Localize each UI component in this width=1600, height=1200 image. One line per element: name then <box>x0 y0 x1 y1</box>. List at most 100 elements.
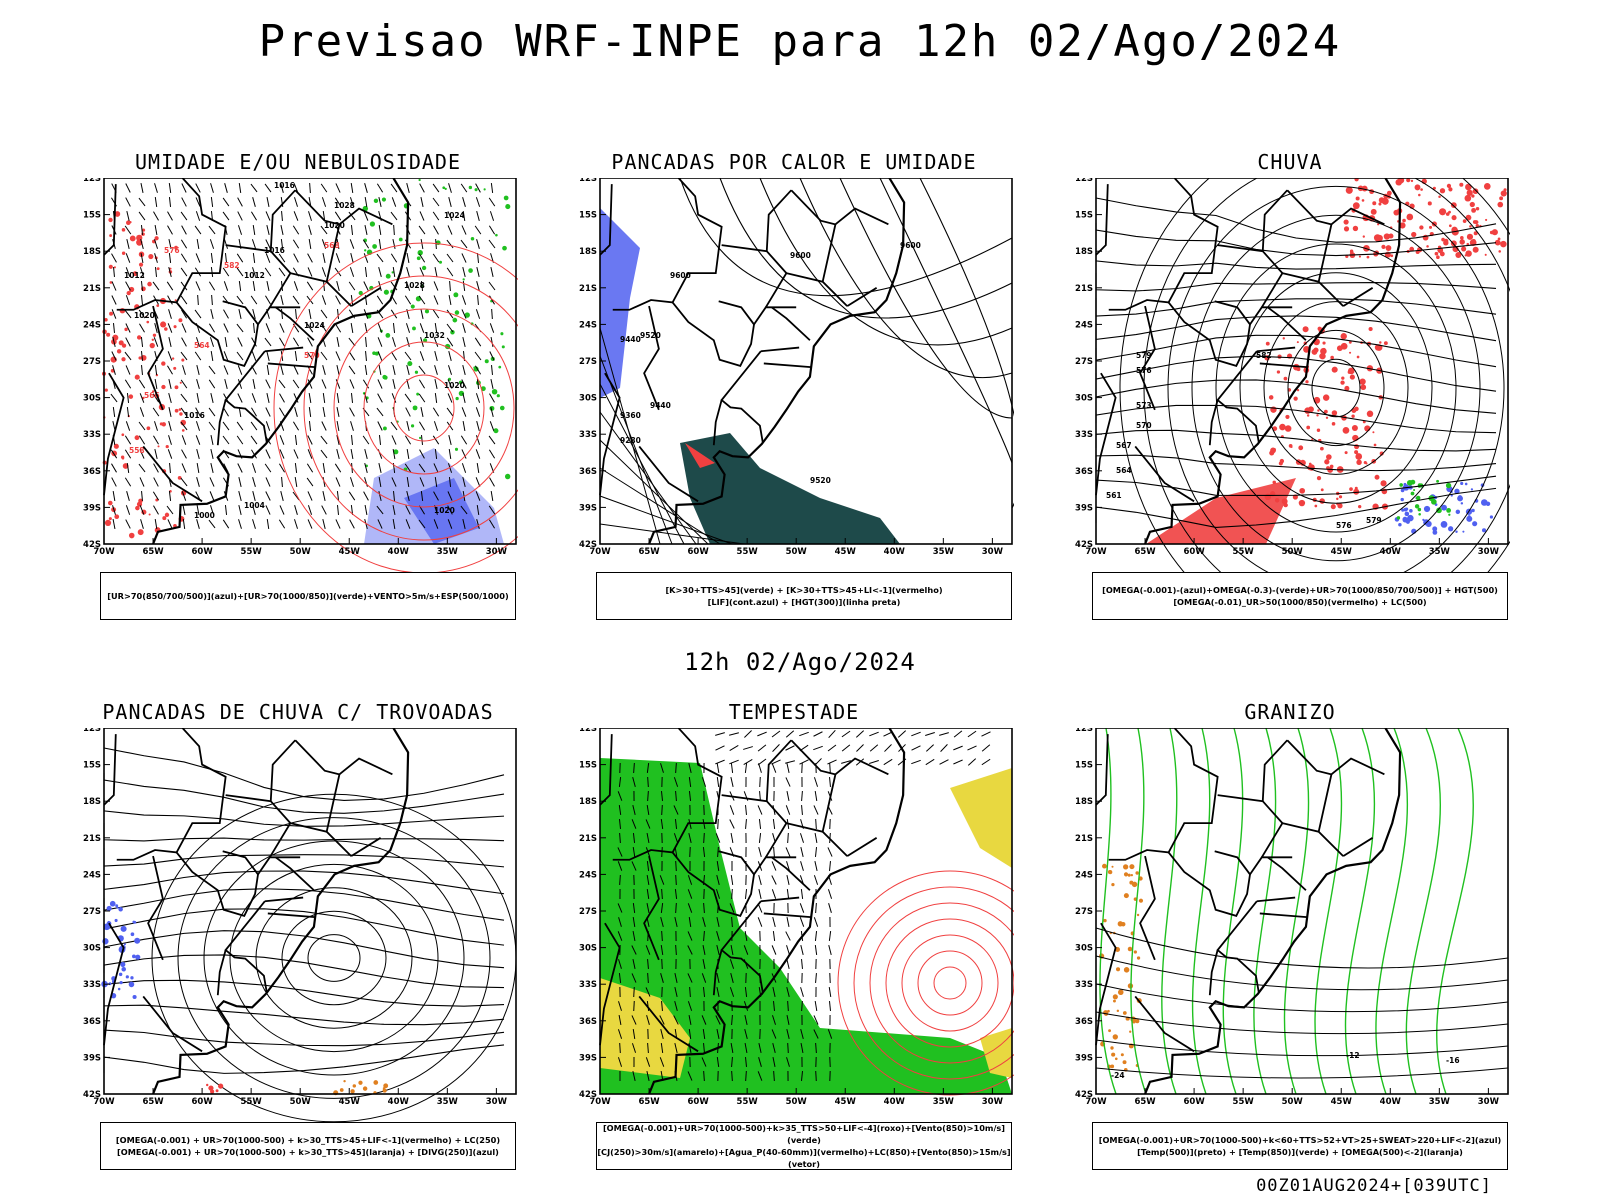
wind-vector <box>785 777 791 787</box>
omega-blue <box>1409 509 1413 513</box>
wind-vector <box>154 224 158 236</box>
wind-vector <box>335 253 341 263</box>
wind-vector <box>390 421 398 431</box>
wind-vector <box>827 759 837 765</box>
green-contour <box>498 365 502 369</box>
wind-vector <box>222 267 230 277</box>
red-contour <box>147 281 152 287</box>
wind-vector <box>489 211 495 221</box>
wind-vector <box>335 295 341 305</box>
wind-vector <box>321 267 327 277</box>
wind-vector <box>139 393 145 403</box>
wind-vector <box>251 239 257 249</box>
hgt300-contour <box>599 355 673 545</box>
omega-blue <box>1403 482 1407 486</box>
wind-vector <box>446 239 454 249</box>
rain-red <box>1475 223 1479 228</box>
rain-red <box>1279 423 1286 431</box>
wind-vector <box>280 183 284 193</box>
wind-vector <box>194 309 202 319</box>
wind-vector <box>336 490 340 502</box>
red-contour <box>146 426 151 431</box>
red-contour <box>120 340 123 343</box>
lon-tick-label: 55W <box>1233 1097 1255 1107</box>
wind-vector <box>490 336 494 348</box>
rain-red <box>1393 209 1400 216</box>
omega500-orange <box>1136 913 1140 917</box>
wind-vector <box>378 476 382 488</box>
wind-vector <box>758 1043 762 1053</box>
wind-vector <box>745 804 747 816</box>
green-contour <box>391 271 394 274</box>
wind-vector <box>153 211 159 221</box>
wind-vector <box>981 731 991 737</box>
wind-vector <box>252 267 256 277</box>
wind-vector <box>196 449 200 459</box>
omega-green <box>1448 513 1451 516</box>
wind-vector <box>364 463 368 473</box>
wind-vector <box>377 337 383 347</box>
wind-vector <box>674 818 678 830</box>
wind-vector <box>266 518 270 530</box>
wind-vector <box>475 393 481 403</box>
wind-vector <box>167 211 173 221</box>
lat-tick-label: 27S <box>83 357 101 367</box>
border-line <box>224 350 268 443</box>
wind-vector <box>180 379 188 389</box>
wind-vector <box>405 281 411 291</box>
green-contour <box>418 436 422 440</box>
legend-box: [OMEGA(-0.001)+UR>70(1000-500)+k<60+TTS>… <box>1092 1122 1508 1170</box>
wind-vector <box>392 379 396 389</box>
wind-vector <box>336 449 340 459</box>
rain-red <box>1483 183 1491 190</box>
wind-vector <box>308 238 312 250</box>
rain-red <box>1349 374 1355 380</box>
divg-blue <box>120 961 126 968</box>
wind-vector <box>349 267 355 277</box>
thickness-contour <box>363 341 485 475</box>
wind-vector <box>462 519 466 529</box>
lat-tick-label: 33S <box>1075 430 1093 440</box>
wind-vector <box>757 731 767 737</box>
wind-vector <box>321 295 327 305</box>
wind-vector <box>279 337 285 347</box>
lon-tick-label: 60W <box>1183 547 1205 557</box>
wind-vector <box>351 434 353 446</box>
wind-vector <box>460 239 468 249</box>
wind-vector <box>673 1015 679 1025</box>
wind-vector <box>307 491 313 501</box>
wind-vector <box>490 407 494 417</box>
wind-vector <box>702 944 706 956</box>
wind-vector <box>814 846 818 858</box>
wind-vector <box>801 762 803 774</box>
contour-label: 576 <box>1336 521 1352 530</box>
divg-blue <box>118 972 123 977</box>
wind-vector <box>306 477 314 487</box>
wind-vector <box>194 351 202 361</box>
wind-vector <box>786 861 790 871</box>
wind-vector <box>432 197 440 207</box>
wind-vector <box>813 1015 819 1025</box>
red-contour <box>161 384 166 390</box>
rain-red <box>1434 251 1439 256</box>
wind-vector <box>759 790 761 802</box>
red-contour <box>121 343 127 348</box>
lon-tick-label: 70W <box>1085 547 1107 557</box>
border-line <box>269 822 352 858</box>
lat-tick-label: 18S <box>83 797 101 807</box>
wind-vector <box>334 463 342 473</box>
wind-vector <box>182 505 186 515</box>
wind-vector <box>773 846 775 858</box>
wind-vector <box>730 832 734 844</box>
wind-vector <box>223 365 229 375</box>
wind-vector <box>660 1042 664 1054</box>
rain-red <box>1402 218 1406 223</box>
divg-blue <box>116 906 119 909</box>
wind-vector <box>168 252 172 264</box>
red-contour <box>148 253 154 260</box>
wind-vector <box>461 295 467 305</box>
wind-vector <box>476 239 480 249</box>
wind-vector <box>112 505 116 515</box>
streamline <box>103 848 505 868</box>
wind-vector <box>800 1042 804 1054</box>
